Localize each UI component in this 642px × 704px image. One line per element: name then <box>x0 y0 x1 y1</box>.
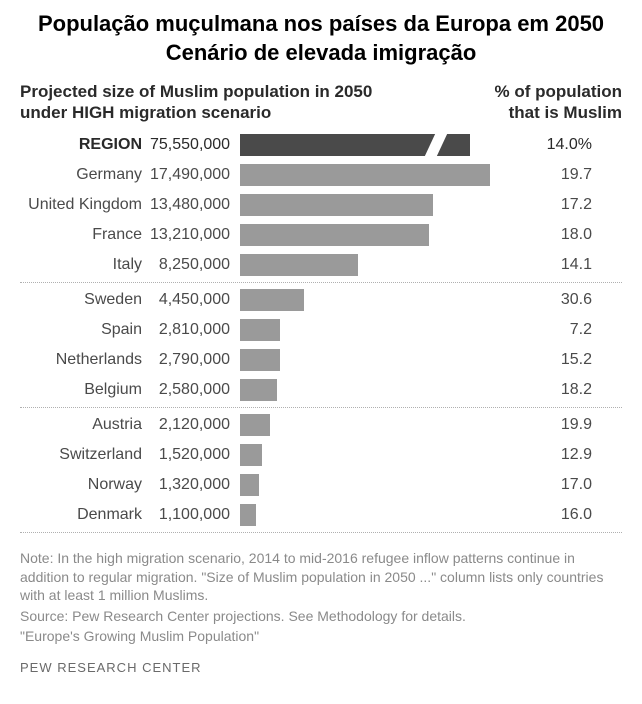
bar <box>240 414 270 436</box>
title-line-2: Cenário de elevada imigração <box>166 40 477 65</box>
table-row: Switzerland1,520,000 12.9 <box>20 440 622 470</box>
country-label: Austria <box>20 416 150 434</box>
table-row: Belgium2,580,000 18.2 <box>20 375 622 405</box>
subheader-left-line-2: under HIGH migration scenario <box>20 103 271 122</box>
population-value: 2,810,000 <box>150 321 240 339</box>
bar-cell <box>240 474 500 496</box>
percent-value: 19.9 <box>500 416 622 434</box>
population-value: 1,100,000 <box>150 506 240 524</box>
bar <box>240 349 280 371</box>
table-row: Sweden4,450,000 30.6 <box>20 285 622 315</box>
country-label: Sweden <box>20 291 150 309</box>
population-value: 2,580,000 <box>150 381 240 399</box>
bar-cell <box>240 224 500 246</box>
table-row: United Kingdom13,480,000 17.2 <box>20 190 622 220</box>
population-value: 13,480,000 <box>150 196 240 214</box>
percent-value: 19.7 <box>500 166 622 184</box>
country-label: Spain <box>20 321 150 339</box>
table-row: REGION75,550,000 14.0% <box>20 130 622 160</box>
bar-cell <box>240 444 500 466</box>
title-line-1: População muçulmana nos países da Europa… <box>38 11 604 36</box>
bar-cell <box>240 254 500 276</box>
row-divider <box>20 407 622 408</box>
bar-cell <box>240 504 500 526</box>
bar <box>240 194 433 216</box>
bar <box>240 164 490 186</box>
country-label: Germany <box>20 166 150 184</box>
bar-cell <box>240 319 500 341</box>
country-label: Italy <box>20 256 150 274</box>
bar <box>240 379 277 401</box>
chart-quote: "Europe's Growing Muslim Population" <box>20 628 622 644</box>
subheader-left-line-1: Projected size of Muslim population in 2… <box>20 82 372 101</box>
percent-value: 30.6 <box>500 291 622 309</box>
bar <box>240 319 280 341</box>
table-row: Netherlands2,790,000 15.2 <box>20 345 622 375</box>
bar <box>240 289 304 311</box>
row-divider <box>20 532 622 533</box>
bar-cell <box>240 134 500 156</box>
subheader-left: Projected size of Muslim population in 2… <box>20 81 482 124</box>
percent-value: 17.2 <box>500 196 622 214</box>
bar-cell <box>240 194 500 216</box>
bar-cell <box>240 379 500 401</box>
chart-subheader: Projected size of Muslim population in 2… <box>20 81 622 124</box>
bar <box>240 224 429 246</box>
bar <box>240 504 256 526</box>
bar <box>240 444 262 466</box>
bar-cell <box>240 349 500 371</box>
page-title: População muçulmana nos países da Europa… <box>20 10 622 67</box>
subheader-right-line-1: % of population <box>495 82 622 101</box>
country-label: United Kingdom <box>20 196 150 214</box>
population-value: 1,520,000 <box>150 446 240 464</box>
table-row: Spain2,810,000 7.2 <box>20 315 622 345</box>
table-row: Denmark1,100,000 16.0 <box>20 500 622 530</box>
country-label: Belgium <box>20 381 150 399</box>
bar-cell <box>240 289 500 311</box>
percent-value: 14.0% <box>500 136 622 154</box>
percent-value: 18.2 <box>500 381 622 399</box>
bar-cell <box>240 164 500 186</box>
population-value: 4,450,000 <box>150 291 240 309</box>
population-value: 8,250,000 <box>150 256 240 274</box>
population-value: 13,210,000 <box>150 226 240 244</box>
footer-attribution: PEW RESEARCH CENTER <box>20 660 622 675</box>
subheader-right: % of population that is Muslim <box>482 81 622 124</box>
table-row: Germany17,490,000 19.7 <box>20 160 622 190</box>
chart-note: Note: In the high migration scenario, 20… <box>20 549 622 606</box>
country-label: Switzerland <box>20 446 150 464</box>
population-value: 17,490,000 <box>150 166 240 184</box>
percent-value: 17.0 <box>500 476 622 494</box>
country-label: Norway <box>20 476 150 494</box>
population-value: 1,320,000 <box>150 476 240 494</box>
percent-value: 18.0 <box>500 226 622 244</box>
percent-value: 14.1 <box>500 256 622 274</box>
population-value: 75,550,000 <box>150 136 240 154</box>
country-label: France <box>20 226 150 244</box>
table-row: Norway1,320,000 17.0 <box>20 470 622 500</box>
table-row: France13,210,000 18.0 <box>20 220 622 250</box>
chart-source: Source: Pew Research Center projections.… <box>20 607 622 626</box>
table-row: Austria2,120,000 19.9 <box>20 410 622 440</box>
percent-value: 16.0 <box>500 506 622 524</box>
bar-cell <box>240 414 500 436</box>
percent-value: 15.2 <box>500 351 622 369</box>
population-value: 2,120,000 <box>150 416 240 434</box>
population-value: 2,790,000 <box>150 351 240 369</box>
bar-chart: REGION75,550,000 14.0% Germany17,490,000 19… <box>20 130 622 533</box>
country-label: REGION <box>20 136 150 154</box>
subheader-right-line-2: that is Muslim <box>509 103 622 122</box>
country-label: Denmark <box>20 506 150 524</box>
bar <box>240 474 259 496</box>
bar <box>240 254 358 276</box>
percent-value: 12.9 <box>500 446 622 464</box>
row-divider <box>20 282 622 283</box>
country-label: Netherlands <box>20 351 150 369</box>
percent-value: 7.2 <box>500 321 622 339</box>
table-row: Italy8,250,000 14.1 <box>20 250 622 280</box>
